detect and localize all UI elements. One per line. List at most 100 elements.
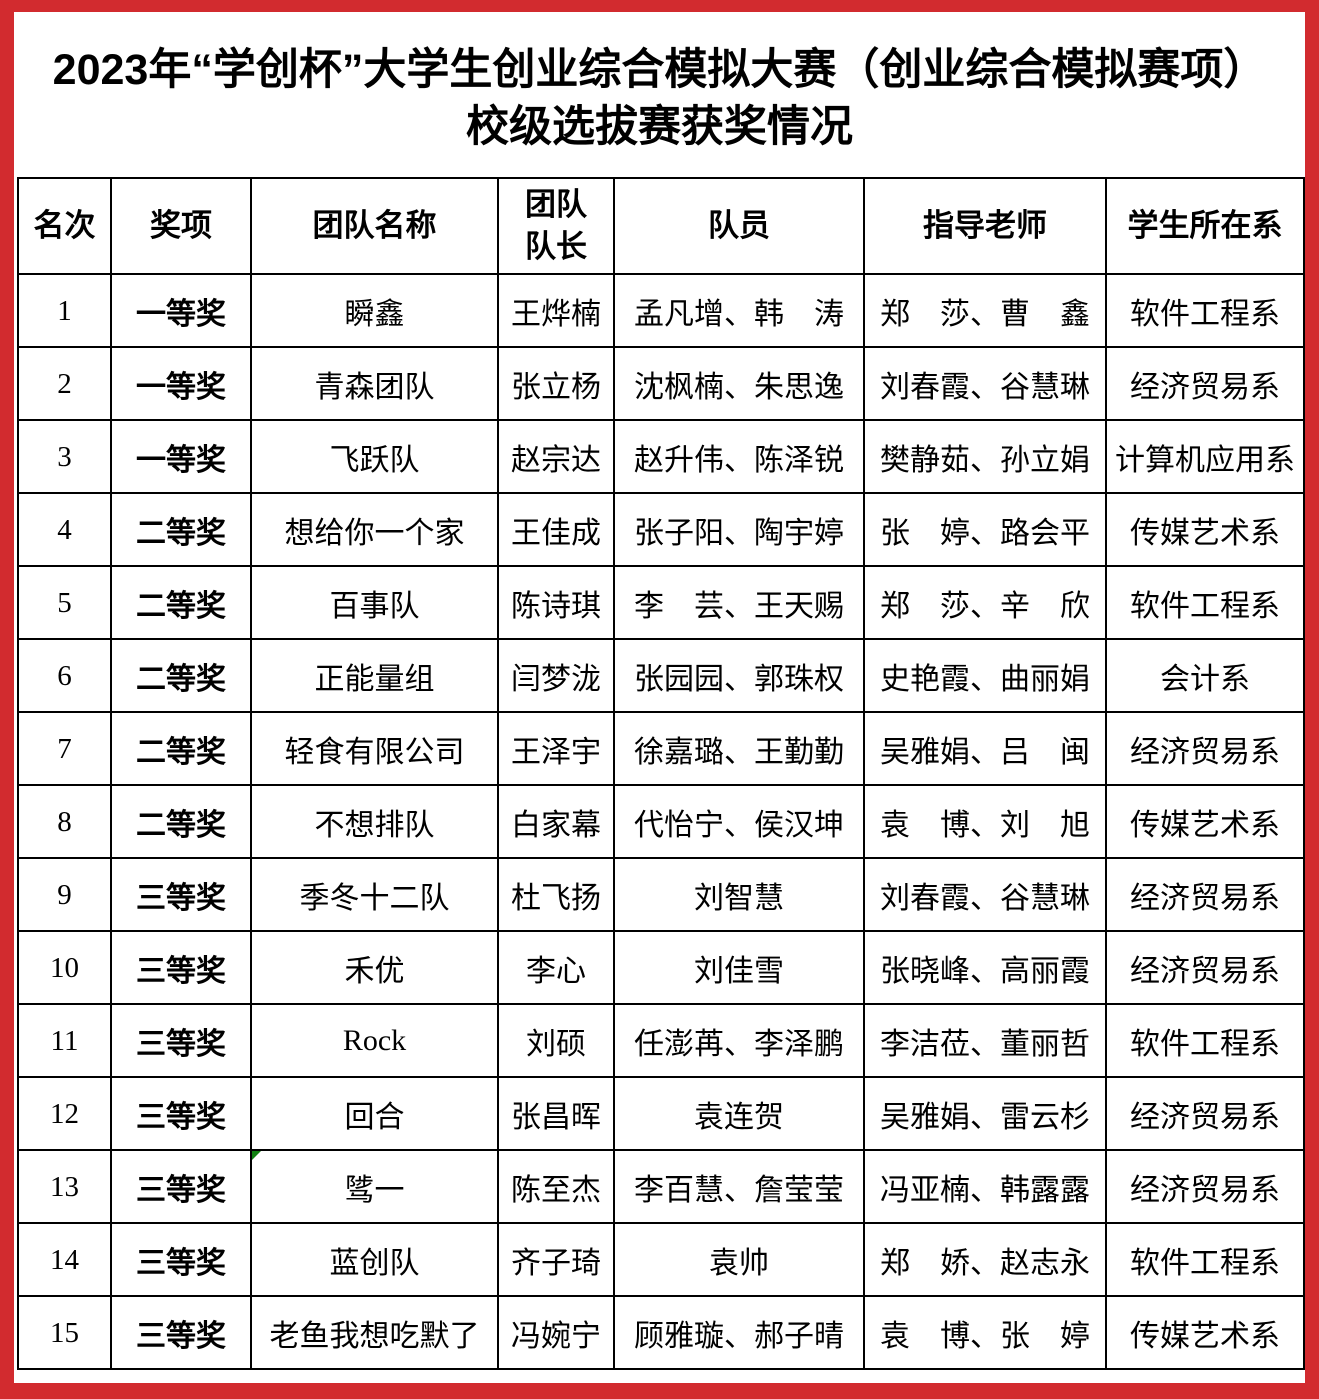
cell-members: 袁帅 bbox=[613, 1222, 865, 1297]
header-teachers: 指导老师 bbox=[863, 177, 1107, 275]
cell-captain: 陈至杰 bbox=[497, 1149, 615, 1224]
table-row: 12 三等奖 回合 张昌晖 袁连贺 吴雅娟、雷云杉 经济贸易系 bbox=[17, 1076, 1305, 1151]
rank-value: 3 bbox=[57, 440, 72, 473]
captain-name: 陈诗琪 bbox=[511, 589, 601, 623]
team-name: 百事队 bbox=[329, 589, 420, 623]
captain-name: 杜飞扬 bbox=[511, 881, 601, 915]
cell-captain: 张昌晖 bbox=[497, 1076, 615, 1151]
cell-department: 经济贸易系 bbox=[1105, 711, 1305, 786]
table-row: 7 二等奖 轻食有限公司 王泽宇 徐嘉璐、王勤勤 吴雅娟、吕 闽 经济贸易系 bbox=[17, 711, 1305, 786]
cell-team: 想给你一个家 bbox=[250, 492, 499, 567]
cell-department: 传媒艺术系 bbox=[1105, 1295, 1305, 1370]
member-names: 顾雅璇、郝子晴 bbox=[634, 1319, 844, 1353]
teacher-names: 吴雅娟、雷云杉 bbox=[880, 1100, 1090, 1134]
captain-name: 闫梦泷 bbox=[511, 662, 601, 696]
table-row: 9 三等奖 季冬十二队 杜飞扬 刘智慧 刘春霞、谷慧琳 经济贸易系 bbox=[17, 857, 1305, 932]
cell-award: 二等奖 bbox=[110, 711, 252, 786]
department-name: 软件工程系 bbox=[1130, 1246, 1280, 1280]
cell-department: 计算机应用系 bbox=[1105, 419, 1305, 494]
teacher-names: 郑 娇、赵志永 bbox=[880, 1246, 1090, 1280]
rank-value: 14 bbox=[50, 1243, 79, 1276]
department-name: 经济贸易系 bbox=[1130, 735, 1280, 769]
cell-team: 蓝创队 bbox=[250, 1222, 499, 1297]
cell-captain: 刘硕 bbox=[497, 1003, 615, 1078]
table-row: 14 三等奖 蓝创队 齐子琦 袁帅 郑 娇、赵志永 软件工程系 bbox=[17, 1222, 1305, 1297]
cell-rank: 6 bbox=[17, 638, 112, 713]
cell-members: 徐嘉璐、王勤勤 bbox=[613, 711, 865, 786]
department-name: 经济贸易系 bbox=[1130, 881, 1280, 915]
teacher-names: 郑 莎、辛 欣 bbox=[880, 589, 1090, 623]
cell-team: 百事队 bbox=[250, 565, 499, 640]
cell-members: 张子阳、陶宇婷 bbox=[613, 492, 865, 567]
teacher-names: 冯亚楠、韩露露 bbox=[880, 1173, 1090, 1207]
cell-teachers: 郑 娇、赵志永 bbox=[863, 1222, 1107, 1297]
cell-teachers: 吴雅娟、雷云杉 bbox=[863, 1076, 1107, 1151]
award-label: 三等奖 bbox=[136, 1173, 226, 1207]
cell-rank: 4 bbox=[17, 492, 112, 567]
table-row: 4 二等奖 想给你一个家 王佳成 张子阳、陶宇婷 张 婷、路会平 传媒艺术系 bbox=[17, 492, 1305, 567]
member-names: 袁帅 bbox=[709, 1246, 769, 1280]
member-names: 刘佳雪 bbox=[694, 954, 784, 988]
cell-team: 青森团队 bbox=[250, 346, 499, 421]
cell-members: 刘智慧 bbox=[613, 857, 865, 932]
team-name: 禾优 bbox=[344, 954, 405, 988]
cell-award: 一等奖 bbox=[110, 419, 252, 494]
cell-teachers: 张晓峰、高丽霞 bbox=[863, 930, 1107, 1005]
captain-name: 李心 bbox=[526, 954, 586, 988]
member-names: 任澎苒、李泽鹏 bbox=[634, 1027, 844, 1061]
table-row: 6 二等奖 正能量组 闫梦泷 张园园、郭珠权 史艳霞、曲丽娟 会计系 bbox=[17, 638, 1305, 713]
award-label: 二等奖 bbox=[136, 808, 226, 842]
rank-value: 13 bbox=[50, 1170, 79, 1203]
cell-members: 沈枫楠、朱思逸 bbox=[613, 346, 865, 421]
cell-team: 瞬鑫 bbox=[250, 273, 499, 348]
cell-team: 正能量组 bbox=[250, 638, 499, 713]
table-header: 名次 奖项 团队名称 团队 队长 队员 指导老师 学生所在系 bbox=[17, 177, 1305, 275]
cell-department: 经济贸易系 bbox=[1105, 1149, 1305, 1224]
cell-team: 禾优 bbox=[250, 930, 499, 1005]
department-name: 经济贸易系 bbox=[1130, 370, 1280, 404]
teacher-names: 袁 博、张 婷 bbox=[880, 1319, 1090, 1353]
award-label: 一等奖 bbox=[136, 370, 226, 404]
table-row: 10 三等奖 禾优 李心 刘佳雪 张晓峰、高丽霞 经济贸易系 bbox=[17, 930, 1305, 1005]
cell-rank: 2 bbox=[17, 346, 112, 421]
table-row: 5 二等奖 百事队 陈诗琪 李 芸、王天赐 郑 莎、辛 欣 软件工程系 bbox=[17, 565, 1305, 640]
award-label: 二等奖 bbox=[136, 589, 226, 623]
cell-teachers: 冯亚楠、韩露露 bbox=[863, 1149, 1107, 1224]
table-row: 8 二等奖 不想排队 白家幕 代怡宁、侯汉坤 袁 博、刘 旭 传媒艺术系 bbox=[17, 784, 1305, 859]
department-name: 软件工程系 bbox=[1130, 297, 1280, 331]
teacher-names: 樊静茹、孙立娟 bbox=[880, 443, 1090, 477]
cell-department: 会计系 bbox=[1105, 638, 1305, 713]
cell-rank: 13 bbox=[17, 1149, 112, 1224]
captain-name: 齐子琦 bbox=[511, 1246, 601, 1280]
cell-department: 软件工程系 bbox=[1105, 1003, 1305, 1078]
cell-teachers: 郑 莎、曹 鑫 bbox=[863, 273, 1107, 348]
teacher-names: 吴雅娟、吕 闽 bbox=[880, 735, 1090, 769]
cell-members: 代怡宁、侯汉坤 bbox=[613, 784, 865, 859]
cell-team: 回合 bbox=[250, 1076, 499, 1151]
department-name: 经济贸易系 bbox=[1130, 954, 1280, 988]
rank-value: 12 bbox=[50, 1097, 79, 1130]
member-names: 沈枫楠、朱思逸 bbox=[634, 370, 844, 404]
teacher-names: 李洁莅、董丽哲 bbox=[880, 1027, 1090, 1061]
page-title: 2023年“学创杯”大学生创业综合模拟大赛（创业综合模拟赛项） 校级选拔赛获奖情… bbox=[14, 12, 1305, 156]
captain-name: 王佳成 bbox=[511, 516, 601, 550]
cell-department: 软件工程系 bbox=[1105, 273, 1305, 348]
cell-team: Rock bbox=[250, 1003, 499, 1078]
rank-value: 7 bbox=[57, 732, 72, 765]
award-label: 三等奖 bbox=[136, 1319, 226, 1353]
cell-department: 传媒艺术系 bbox=[1105, 492, 1305, 567]
team-name: 蓝创队 bbox=[329, 1246, 420, 1280]
cell-members: 赵升伟、陈泽锐 bbox=[613, 419, 865, 494]
table-row: 11 三等奖 Rock 刘硕 任澎苒、李泽鹏 李洁莅、董丽哲 软件工程系 bbox=[17, 1003, 1305, 1078]
award-label: 三等奖 bbox=[136, 881, 226, 915]
captain-name: 赵宗达 bbox=[511, 443, 601, 477]
table-row: 3 一等奖 飞跃队 赵宗达 赵升伟、陈泽锐 樊静茹、孙立娟 计算机应用系 bbox=[17, 419, 1305, 494]
member-names: 刘智慧 bbox=[694, 881, 784, 915]
teacher-names: 刘春霞、谷慧琳 bbox=[880, 370, 1090, 404]
cell-teachers: 樊静茹、孙立娟 bbox=[863, 419, 1107, 494]
award-label: 二等奖 bbox=[136, 735, 226, 769]
cell-department: 经济贸易系 bbox=[1105, 930, 1305, 1005]
awards-table: 名次 奖项 团队名称 团队 队长 队员 指导老师 学生所在系 1 一等奖 瞬鑫 … bbox=[17, 177, 1305, 1370]
rank-value: 6 bbox=[57, 659, 72, 692]
cell-members: 张园园、郭珠权 bbox=[613, 638, 865, 713]
